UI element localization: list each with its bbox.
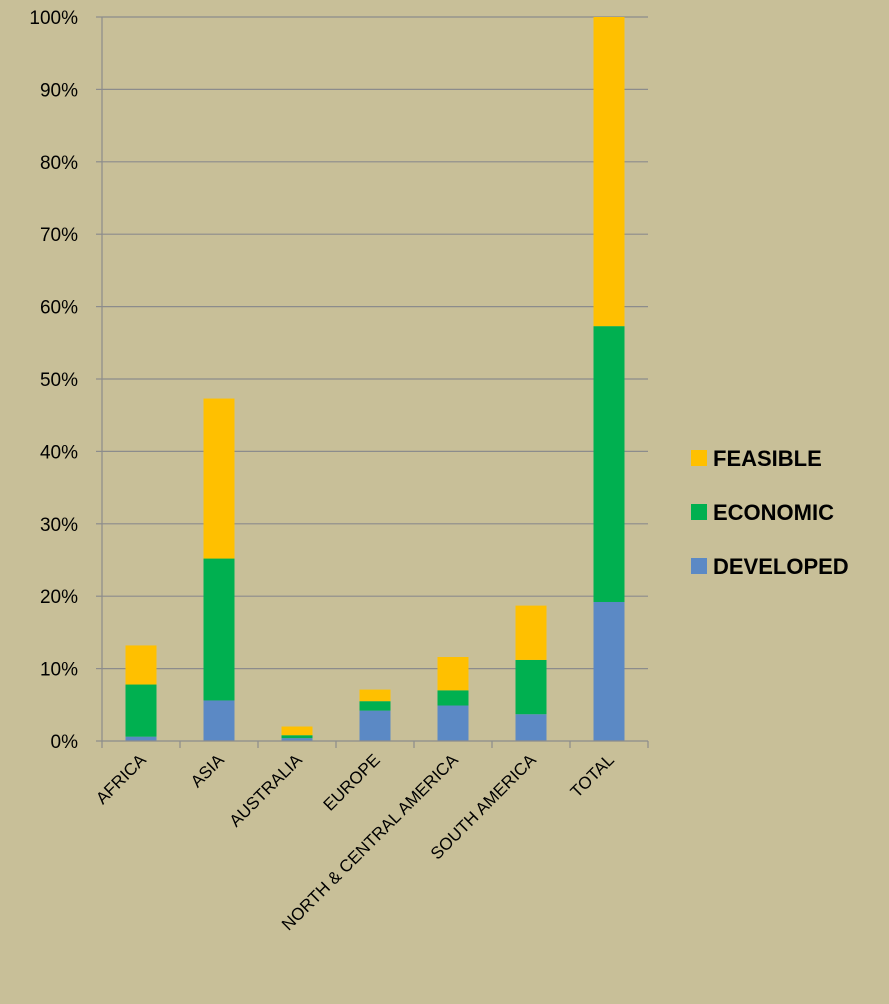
y-tick-label-80: 80% <box>40 153 78 174</box>
x-category-label-australia: AUSTRALIA <box>226 750 307 831</box>
bar-south-america-economic <box>515 659 547 715</box>
bar-south-america-feasible <box>515 605 547 660</box>
legend: FEASIBLE ECONOMIC DEVELOPED <box>691 446 849 579</box>
bar-asia-feasible <box>203 398 235 559</box>
y-tick-label-100: 100% <box>29 8 78 29</box>
bar-south-america-developed <box>515 714 547 741</box>
bar-australia-developed <box>281 738 313 741</box>
x-category-label-asia: ASIA <box>187 750 228 791</box>
legend-swatch-feasible <box>691 450 707 466</box>
bar-total-developed <box>593 601 625 741</box>
y-tick-label-0: 0% <box>51 732 79 753</box>
legend-label-economic: ECONOMIC <box>713 500 834 525</box>
legend-swatch-developed <box>691 558 707 574</box>
x-category-label-total: TOTAL <box>567 750 618 801</box>
bar-asia-developed <box>203 700 235 741</box>
bar-africa-developed <box>125 736 157 741</box>
bar-australia-feasible <box>281 726 313 736</box>
bar-north-and-central-america-developed <box>437 705 469 741</box>
x-category-label-africa: AFRICA <box>92 750 150 808</box>
bar-australia-economic <box>281 735 313 739</box>
y-tick-label-10: 10% <box>40 660 78 681</box>
bar-europe-economic <box>359 701 391 711</box>
gridlines <box>102 16 648 670</box>
bar-north-and-central-america-feasible <box>437 657 469 691</box>
bar-europe-developed <box>359 710 391 741</box>
bar-europe-feasible <box>359 689 391 702</box>
bar-north-and-central-america-economic <box>437 690 469 706</box>
legend-swatch-economic <box>691 504 707 520</box>
bar-asia-economic <box>203 558 235 701</box>
bar-africa-economic <box>125 684 157 737</box>
legend-label-developed: DEVELOPED <box>713 554 849 579</box>
y-tick-label-60: 60% <box>40 298 78 319</box>
y-tick-label-40: 40% <box>40 442 78 463</box>
bar-total-feasible <box>593 17 625 327</box>
y-tick-label-70: 70% <box>40 225 78 246</box>
y-tick-label-20: 20% <box>40 587 78 608</box>
y-tick-labels: 0% 10% 20% 30% 40% 50% 60% 70% 80% 90% 100% <box>29 8 78 753</box>
axes <box>96 16 649 748</box>
bars <box>125 17 625 741</box>
legend-label-feasible: FEASIBLE <box>713 446 822 471</box>
y-tick-label-50: 50% <box>40 370 78 391</box>
bar-africa-feasible <box>125 645 157 685</box>
bar-total-economic <box>593 326 625 602</box>
x-category-label-europe: EUROPE <box>320 750 384 814</box>
y-tick-label-30: 30% <box>40 515 78 536</box>
y-tick-label-90: 90% <box>40 80 78 101</box>
